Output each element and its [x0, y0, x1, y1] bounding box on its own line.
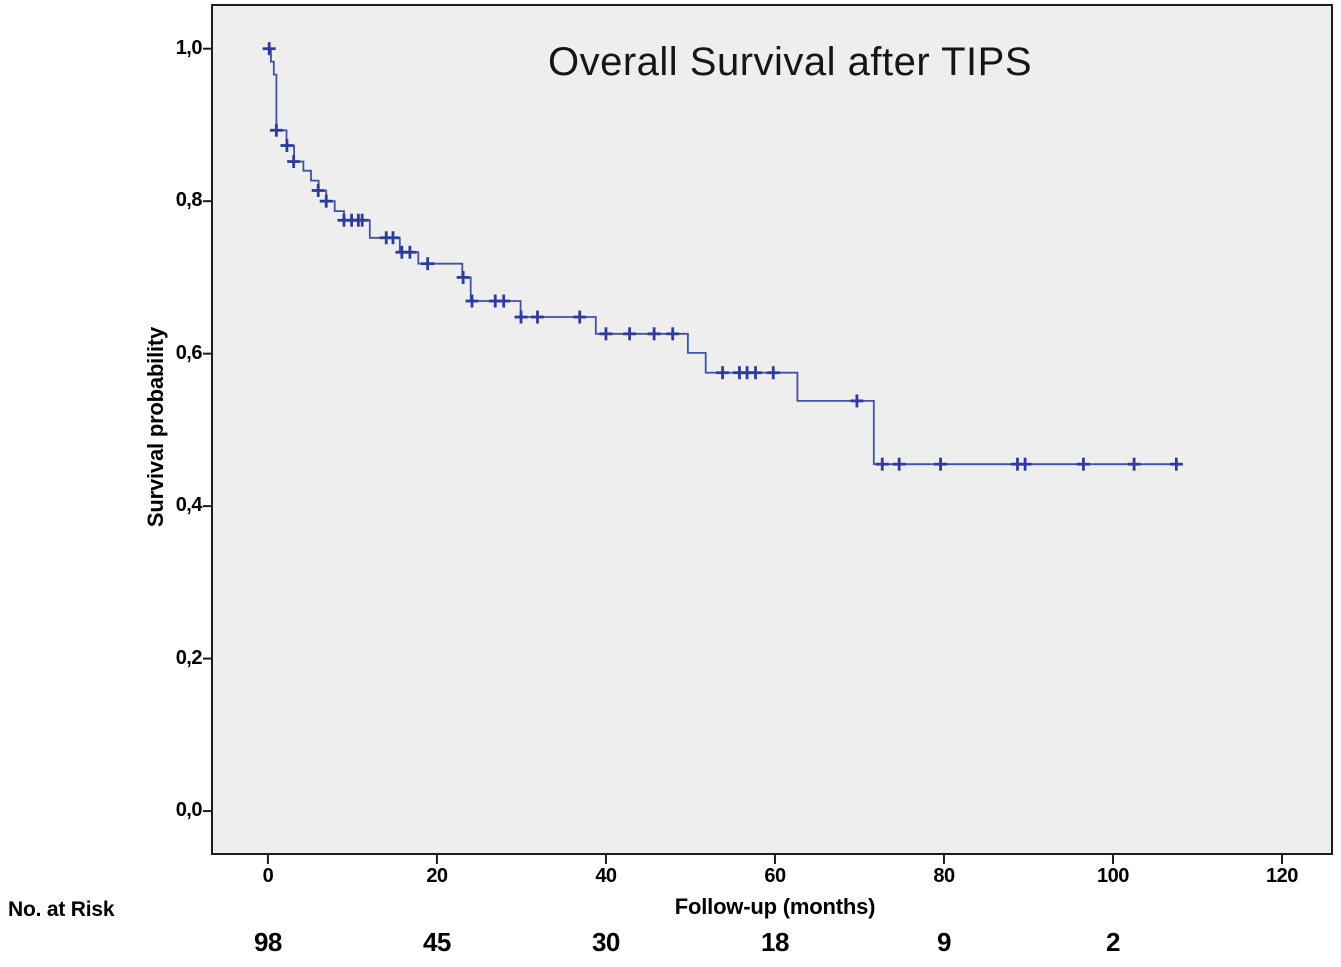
y-tick-label: 0,8	[175, 189, 203, 212]
x-tick-label: 20	[426, 865, 448, 887]
x-axis-title: Follow-up (months)	[674, 894, 876, 919]
risk-table-label: No. at Risk	[8, 898, 115, 921]
y-tick-label: 0,6	[175, 341, 203, 364]
x-tick-label: 60	[764, 865, 786, 887]
plot-area	[211, 4, 1333, 855]
x-tick-label: 0	[262, 865, 274, 887]
x-tick-label: 100	[1097, 865, 1129, 887]
y-tick-label: 0,2	[175, 646, 203, 669]
risk-count: 45	[422, 927, 451, 957]
risk-count: 98	[253, 927, 282, 957]
chart-title: Overall Survival after TIPS	[547, 40, 1033, 84]
y-tick-label: 1,0	[175, 36, 203, 59]
risk-count: 9	[936, 927, 951, 957]
x-tick-label: 40	[595, 865, 617, 887]
x-tick-label: 80	[933, 865, 955, 887]
x-tick-label: 120	[1266, 865, 1298, 887]
y-tick-label: 0,0	[175, 799, 203, 822]
risk-count: 18	[760, 927, 789, 957]
risk-count: 30	[591, 927, 620, 957]
y-tick-label: 0,4	[175, 494, 203, 517]
risk-count: 2	[1105, 927, 1120, 957]
